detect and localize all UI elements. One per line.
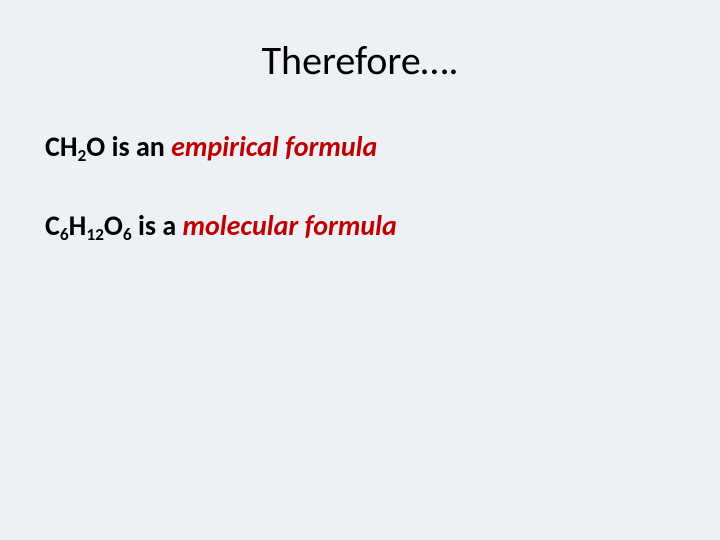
- formula-sub: 2: [77, 144, 86, 166]
- slide: Therefore…. CH2O is an empirical formula…: [0, 0, 720, 540]
- line-molecular: C6H12O6 is a molecular formula: [45, 208, 675, 243]
- formula-ch2o: CH2O: [45, 129, 105, 164]
- text-middle: is an: [105, 129, 171, 164]
- formula-sub: 6: [123, 223, 132, 245]
- formula-c6h12o6: C6H12O6: [45, 208, 132, 243]
- line-empirical: CH2O is an empirical formula: [45, 129, 675, 164]
- formula-sub: 6: [60, 223, 69, 245]
- highlight-molecular: molecular formula: [183, 208, 397, 243]
- formula-part: H: [69, 208, 87, 243]
- formula-part: CH: [45, 129, 77, 164]
- formula-part: O: [86, 129, 105, 164]
- formula-part: O: [104, 208, 123, 243]
- formula-sub: 12: [86, 223, 104, 245]
- slide-title: Therefore….: [45, 36, 675, 85]
- formula-part: C: [45, 208, 60, 243]
- highlight-empirical: empirical formula: [171, 129, 377, 164]
- text-middle: is a: [132, 208, 183, 243]
